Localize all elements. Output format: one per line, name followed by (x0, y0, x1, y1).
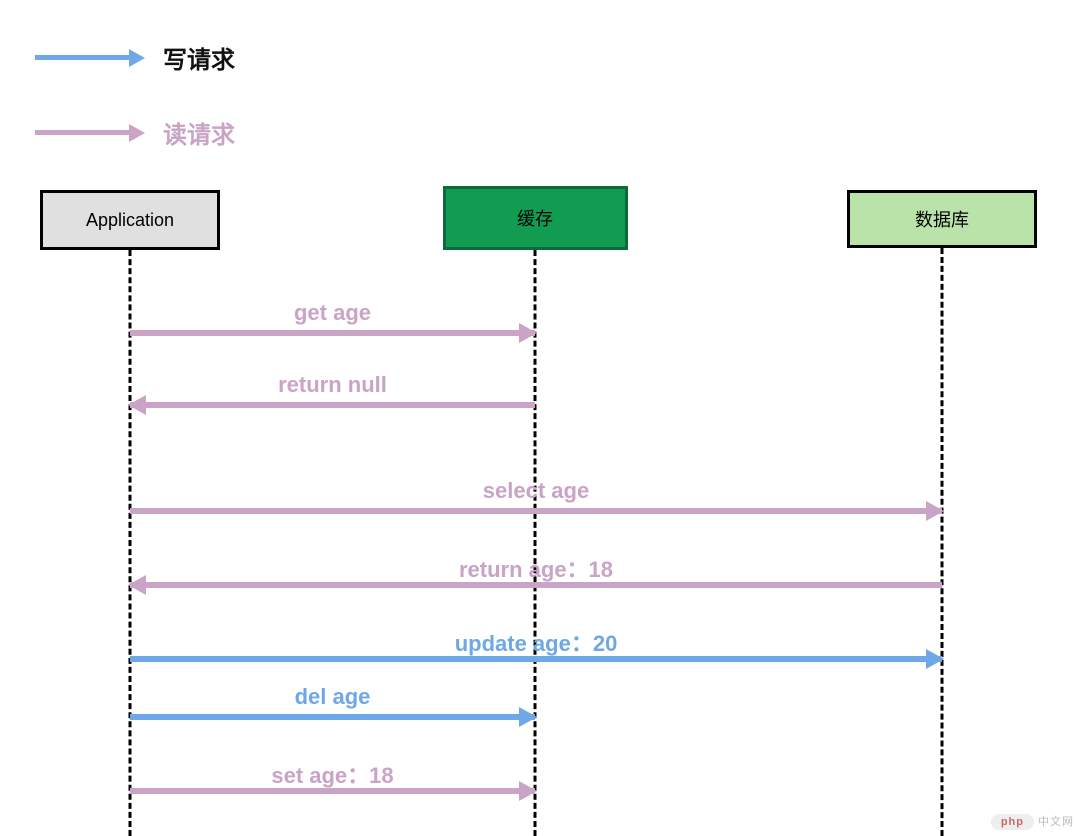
legend-write-label: 写请求 (163, 40, 235, 75)
lifeline-database: 数据库 (847, 190, 1037, 248)
message-label: return age：18 (459, 552, 613, 584)
arrowhead-icon (926, 501, 944, 521)
arrowhead-icon (519, 707, 537, 727)
watermark-text: 中文网 (1038, 816, 1074, 828)
message-label: set age：18 (271, 758, 393, 790)
message-line (130, 402, 535, 408)
message-label: return null (278, 372, 387, 398)
lifeline-box-application: Application (40, 190, 220, 250)
message-return-null: return null (130, 402, 535, 408)
message-label: get age (294, 300, 371, 326)
lifeline-label-cache: 缓存 (517, 205, 553, 231)
watermark-pill: php (991, 814, 1034, 830)
lifeline-stem (941, 248, 944, 836)
legend-read-arrow (35, 130, 145, 135)
arrowhead-icon (519, 781, 537, 801)
message-get-age: get age (130, 330, 535, 336)
lifeline-application: Application (40, 190, 220, 250)
arrowhead-icon (519, 323, 537, 343)
legend-read-row: 读请求 (35, 115, 235, 150)
legend: 写请求 读请求 (35, 40, 235, 190)
message-select-age: select age (130, 508, 942, 514)
message-label: update age：20 (455, 626, 618, 658)
message-return-age: return age：18 (130, 582, 942, 588)
message-line (130, 508, 942, 514)
watermark: php 中文网 (991, 813, 1074, 830)
message-line (130, 714, 535, 720)
arrowhead-icon (128, 395, 146, 415)
lifeline-label-application: Application (86, 210, 174, 231)
message-label: del age (295, 684, 371, 710)
message-line (130, 330, 535, 336)
lifeline-box-cache: 缓存 (443, 186, 628, 250)
message-del-age: del age (130, 714, 535, 720)
message-update-age: update age：20 (130, 656, 942, 662)
arrowhead-icon (926, 649, 944, 669)
arrowhead-icon (128, 575, 146, 595)
message-label: select age (483, 478, 589, 504)
legend-read-label: 读请求 (163, 115, 235, 150)
lifeline-cache: 缓存 (443, 186, 628, 250)
lifeline-stem (129, 250, 132, 836)
lifeline-box-database: 数据库 (847, 190, 1037, 248)
legend-write-row: 写请求 (35, 40, 235, 75)
lifeline-label-database: 数据库 (915, 206, 969, 232)
message-set-age: set age：18 (130, 788, 535, 794)
legend-write-arrow (35, 55, 145, 60)
